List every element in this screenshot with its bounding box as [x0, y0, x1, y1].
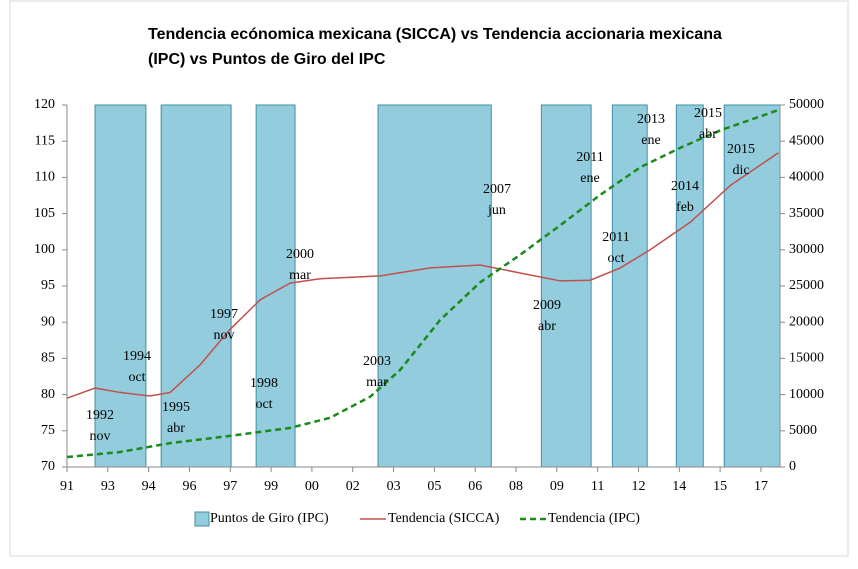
y2-tick-label: 25000	[789, 278, 824, 293]
annotation: 1997	[210, 307, 238, 322]
legend-swatch	[194, 511, 210, 527]
y2-tick-label: 10000	[789, 387, 824, 402]
y2-tick-label: 35000	[789, 206, 824, 221]
legend-label: Puntos de Giro (IPC)	[210, 511, 329, 526]
y-tick-label: 95	[41, 278, 55, 293]
annotation: 2007	[483, 182, 511, 197]
y-tick-label: 100	[34, 242, 55, 257]
annotation: oct	[607, 251, 624, 266]
annotation: 1992	[86, 408, 114, 423]
turning-point-band	[377, 104, 492, 468]
turning-point-band	[611, 104, 648, 468]
turning-point-band	[723, 104, 781, 468]
annotation: ene	[580, 171, 599, 186]
trend-line	[66, 108, 779, 459]
x-tick-label: 15	[713, 479, 727, 494]
annotation: ene	[641, 133, 660, 148]
turning-point-band	[160, 104, 232, 468]
annotation: 2009	[533, 298, 561, 313]
x-tick-label: 97	[223, 479, 237, 494]
trend-line	[66, 152, 779, 399]
y-tick-label: 115	[35, 133, 55, 148]
y2-tick-label: 15000	[789, 351, 824, 366]
annotation: 1998	[250, 376, 278, 391]
y2-tick-label: 5000	[789, 423, 817, 438]
x-tick-label: 93	[101, 479, 115, 494]
x-tick-label: 09	[550, 479, 564, 494]
chart-title: Tendencia ecónomica mexicana (SICCA) vs …	[148, 26, 722, 43]
annotation: 1994	[123, 349, 151, 364]
annotation: feb	[676, 200, 694, 215]
legend-label: Tendencia (SICCA)	[388, 511, 500, 526]
y-tick-label: 110	[35, 170, 55, 185]
annotation: abr	[167, 421, 185, 436]
x-tick-label: 03	[387, 479, 401, 494]
y2-tick-label: 45000	[789, 133, 824, 148]
y-tick-label: 85	[41, 351, 55, 366]
annotation: mar	[289, 268, 311, 283]
turning-point-band	[94, 104, 147, 468]
annotation: 2000	[286, 247, 314, 262]
x-tick-label: 94	[142, 479, 156, 494]
y-tick-label: 70	[41, 459, 55, 474]
turning-point-band	[255, 104, 296, 468]
y-tick-label: 90	[41, 314, 55, 329]
x-tick-label: 12	[631, 479, 645, 494]
y-tick-label: 80	[41, 387, 55, 402]
annotation: mar	[366, 375, 388, 390]
annotation: nov	[90, 429, 111, 444]
annotation: abr	[699, 127, 717, 142]
x-tick-label: 02	[346, 479, 360, 494]
annotation: 2015	[727, 142, 755, 157]
x-tick-label: 99	[264, 479, 278, 494]
annotation: abr	[538, 319, 556, 334]
x-tick-label: 08	[509, 479, 523, 494]
annotation: 2011	[576, 150, 603, 165]
y-tick-label: 105	[34, 206, 55, 221]
annotation: nov	[214, 328, 235, 343]
turning-point-band	[540, 104, 592, 468]
x-tick-label: 00	[305, 479, 319, 494]
y2-tick-label: 50000	[789, 97, 824, 112]
y-tick-label: 75	[41, 423, 55, 438]
x-tick-label: 11	[591, 479, 604, 494]
y2-tick-label: 40000	[789, 170, 824, 185]
legend-label: Tendencia (IPC)	[548, 511, 640, 526]
y2-tick-label: 20000	[789, 314, 824, 329]
x-tick-label: 96	[182, 479, 196, 494]
y2-tick-label: 0	[789, 459, 796, 474]
annotation: 2014	[671, 179, 699, 194]
annotation: oct	[128, 370, 145, 385]
chart-title: (IPC) vs Puntos de Giro del IPC	[148, 51, 386, 68]
annotation: oct	[255, 397, 272, 412]
x-tick-label: 91	[60, 479, 74, 494]
y2-tick-label: 30000	[789, 242, 824, 257]
x-tick-label: 06	[468, 479, 482, 494]
x-tick-label: 14	[672, 479, 686, 494]
annotation: dic	[732, 163, 749, 178]
x-tick-label: 17	[754, 479, 768, 494]
annotation: 2013	[637, 112, 665, 127]
annotation: 2011	[602, 230, 629, 245]
x-tick-label: 05	[427, 479, 441, 494]
annotation: 2015	[694, 106, 722, 121]
annotation: 2003	[363, 354, 391, 369]
annotation: jun	[487, 203, 506, 218]
annotation: 1995	[162, 400, 190, 415]
turning-point-band	[675, 104, 704, 468]
y-tick-label: 120	[34, 97, 55, 112]
